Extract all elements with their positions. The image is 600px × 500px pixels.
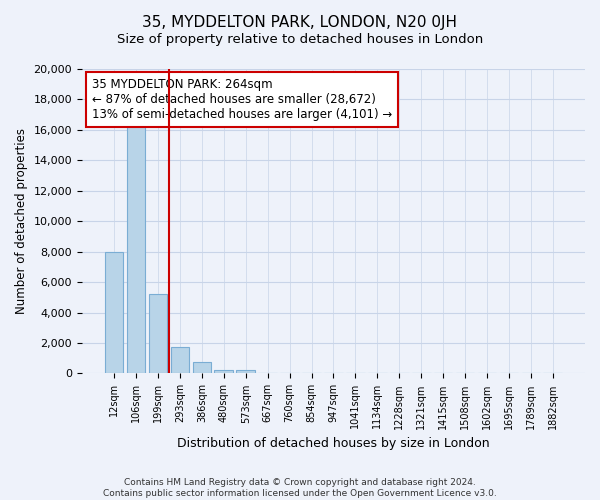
Text: Contains HM Land Registry data © Crown copyright and database right 2024.
Contai: Contains HM Land Registry data © Crown c… bbox=[103, 478, 497, 498]
Text: 35 MYDDELTON PARK: 264sqm
← 87% of detached houses are smaller (28,672)
13% of s: 35 MYDDELTON PARK: 264sqm ← 87% of detac… bbox=[92, 78, 392, 121]
Bar bbox=[193, 362, 211, 374]
Text: 35, MYDDELTON PARK, LONDON, N20 0JH: 35, MYDDELTON PARK, LONDON, N20 0JH bbox=[143, 15, 458, 30]
Bar bbox=[105, 252, 124, 374]
Bar bbox=[236, 370, 255, 374]
Bar bbox=[149, 294, 167, 374]
Text: Size of property relative to detached houses in London: Size of property relative to detached ho… bbox=[117, 32, 483, 46]
X-axis label: Distribution of detached houses by size in London: Distribution of detached houses by size … bbox=[177, 437, 490, 450]
Y-axis label: Number of detached properties: Number of detached properties bbox=[15, 128, 28, 314]
Bar bbox=[127, 122, 145, 374]
Bar bbox=[214, 370, 233, 374]
Bar bbox=[170, 347, 189, 374]
